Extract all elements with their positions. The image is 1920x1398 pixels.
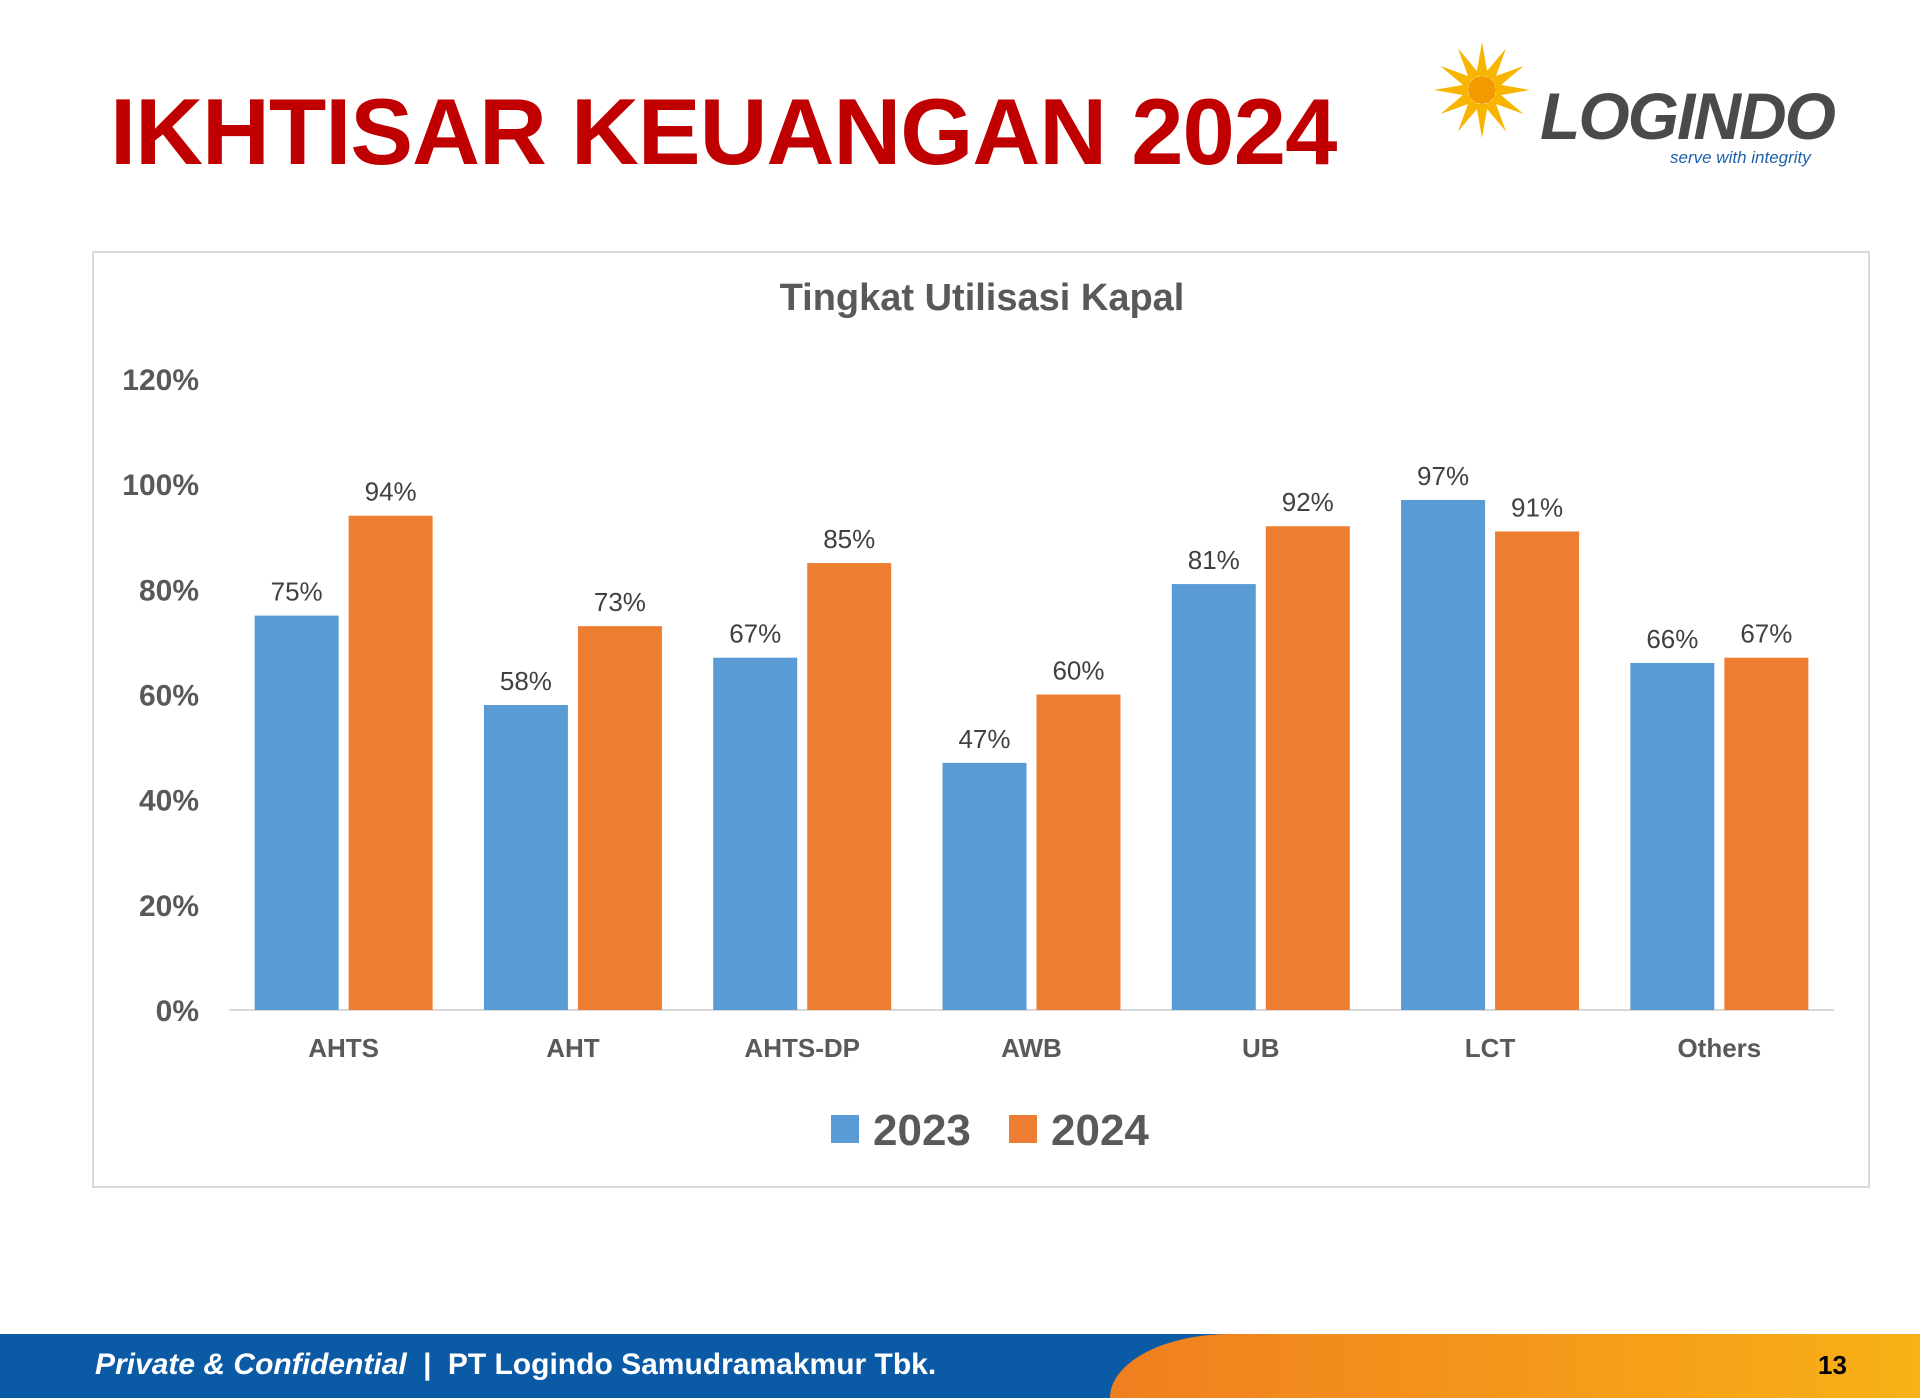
data-label: 60% — [1052, 656, 1104, 686]
legend-label: 2023 — [873, 1106, 971, 1155]
chart-frame: Tingkat Utilisasi Kapal 0% 20% 40% 60% 80% 100… — [92, 251, 1870, 1188]
data-label: 67% — [1740, 619, 1792, 649]
utilization-bar-chart: Tingkat Utilisasi Kapal 0% 20% 40% 60% 80% 100… — [122, 277, 1834, 1155]
footer-separator: | — [423, 1348, 432, 1381]
data-label: 75% — [271, 577, 323, 607]
footer-bar: Private & Confidential | PT Logindo Samu… — [0, 1334, 1920, 1398]
data-label: 92% — [1282, 487, 1334, 517]
bar-2023-others — [1630, 662, 1715, 1010]
x-tick-label: AHTS — [308, 1033, 379, 1063]
legend-swatch-2024 — [1009, 1115, 1037, 1143]
footer-text: Private & Confidential | PT Logindo Samu… — [95, 1348, 936, 1382]
x-tick-label: AWB — [1001, 1033, 1062, 1063]
sun-icon — [1434, 42, 1530, 138]
footer-orange-band — [1110, 1334, 1920, 1398]
y-tick-label: 20% — [139, 890, 199, 923]
x-tick-label: AHTS-DP — [744, 1033, 860, 1063]
y-tick-label: 60% — [139, 680, 199, 713]
bar-2024-others — [1724, 657, 1809, 1010]
bar-2023-aht — [483, 705, 568, 1010]
y-tick-label: 0% — [156, 995, 199, 1028]
x-tick-label: LCT — [1465, 1033, 1516, 1063]
bar-2023-ahts-dp — [713, 657, 798, 1010]
page-number: 13 — [1818, 1350, 1847, 1380]
bar-2023-ub — [1171, 584, 1256, 1010]
bar-2023-ahts — [254, 615, 339, 1010]
footer-confidential: Private & Confidential — [95, 1348, 407, 1381]
data-label: 67% — [729, 619, 781, 649]
logo-wordmark: LOGINDO — [1540, 79, 1836, 153]
bar-2024-ahts — [348, 515, 433, 1010]
bar-2024-awb — [1036, 694, 1121, 1010]
legend-label: 2024 — [1051, 1106, 1149, 1155]
data-label: 91% — [1511, 492, 1563, 522]
bar-2023-lct — [1401, 499, 1486, 1010]
chart-title: Tingkat Utilisasi Kapal — [780, 277, 1185, 319]
company-logo: LOGINDO serve with integrity — [1430, 38, 1850, 178]
data-label: 97% — [1417, 461, 1469, 491]
y-tick-label: 100% — [122, 469, 199, 502]
x-tick-label: Others — [1677, 1033, 1761, 1063]
data-label: 66% — [1646, 624, 1698, 654]
data-label: 58% — [500, 666, 552, 696]
page-title: IKHTISAR KEUANGAN 2024 — [110, 79, 1337, 184]
data-label: 81% — [1188, 545, 1240, 575]
bar-2023-awb — [942, 762, 1027, 1010]
data-label: 85% — [823, 524, 875, 554]
footer-company: PT Logindo Samudramakmur Tbk. — [447, 1348, 937, 1381]
x-tick-label: AHT — [546, 1033, 600, 1063]
logo-tagline: serve with integrity — [1670, 148, 1811, 167]
bar-2024-ahts-dp — [807, 563, 892, 1010]
bar-2024-aht — [577, 626, 662, 1010]
y-tick-label: 80% — [139, 574, 199, 607]
y-tick-label: 120% — [122, 364, 199, 397]
data-label: 47% — [958, 724, 1010, 754]
bar-2024-ub — [1265, 526, 1350, 1010]
data-label: 94% — [365, 477, 417, 507]
x-tick-label: UB — [1242, 1033, 1280, 1063]
y-tick-label: 40% — [139, 785, 199, 818]
legend-swatch-2023 — [831, 1115, 859, 1143]
bar-2024-lct — [1495, 531, 1580, 1010]
data-label: 73% — [594, 587, 646, 617]
